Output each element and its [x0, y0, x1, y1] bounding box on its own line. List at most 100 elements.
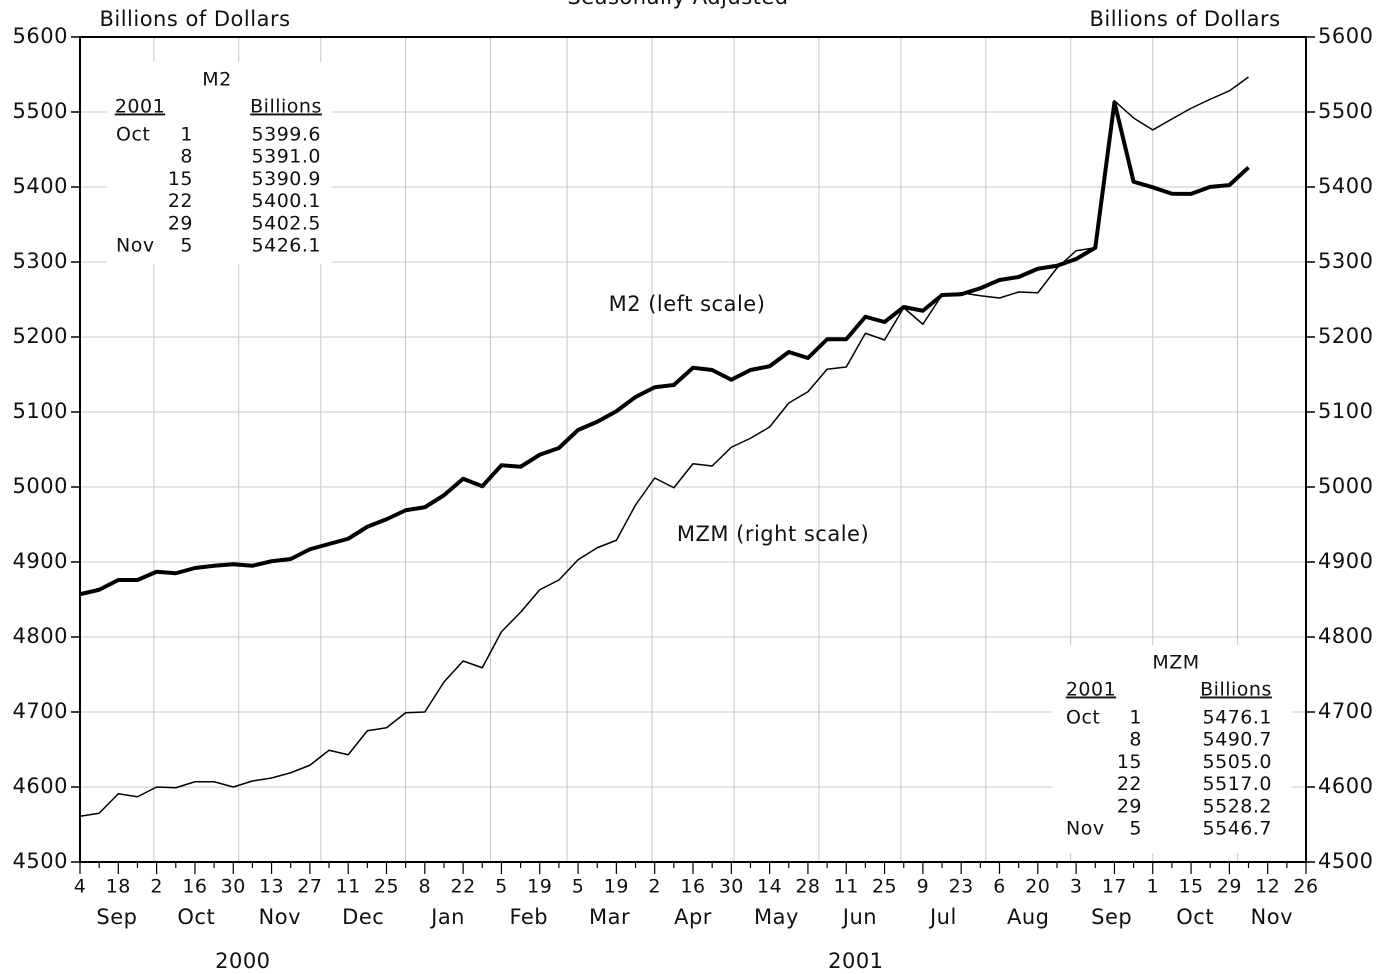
month-label: May: [754, 905, 799, 929]
annotation: M2 (left scale): [609, 292, 766, 316]
x-tick-label: 14: [757, 876, 782, 898]
annotation: MZM (right scale): [677, 522, 869, 546]
y-tick-label: 5400: [13, 174, 68, 198]
table-month: Nov: [116, 235, 155, 257]
x-tick-label: 25: [374, 876, 399, 898]
table-day: 29: [1117, 795, 1142, 817]
x-tick-label: 15: [1178, 876, 1203, 898]
y2-tick-label: 4900: [1318, 549, 1373, 573]
y-tick-label: 4500: [13, 849, 68, 873]
table-day: 15: [1117, 751, 1142, 773]
x-tick-label: 30: [221, 876, 246, 898]
y2-tick-label: 4600: [1318, 774, 1373, 798]
table-month: Nov: [1066, 818, 1105, 840]
month-label: Dec: [342, 905, 384, 929]
y2-tick-label: 5600: [1318, 24, 1373, 48]
y2-tick-label: 5200: [1318, 324, 1373, 348]
table-box: [1052, 645, 1292, 853]
x-tick-label: 8: [419, 876, 432, 898]
month-label: Oct: [177, 905, 215, 929]
table-value: 5546.7: [1203, 818, 1272, 840]
x-tick-label: 12: [1255, 876, 1280, 898]
x-tick-label: 20: [1025, 876, 1050, 898]
table-header: 2001: [1066, 679, 1116, 701]
year-label: 2000: [215, 949, 270, 973]
x-tick-label: 4: [74, 876, 87, 898]
y-tick-label: 5000: [13, 474, 68, 498]
y2-tick-label: 4800: [1318, 624, 1373, 648]
x-tick-label: 28: [795, 876, 820, 898]
y-tick-label: 4900: [13, 549, 68, 573]
y-tick-label: 5600: [13, 24, 68, 48]
x-tick-label: 5: [572, 876, 585, 898]
month-label: Jul: [928, 905, 957, 929]
y2-tick-label: 5000: [1318, 474, 1373, 498]
month-label: Nov: [259, 905, 302, 929]
y-tick-label: 5100: [13, 399, 68, 423]
month-label: Aug: [1007, 905, 1050, 929]
month-label: Nov: [1251, 905, 1294, 929]
table-header: Billions: [1200, 679, 1272, 701]
x-tick-label: 23: [949, 876, 974, 898]
table-value: 5391.0: [252, 146, 321, 168]
plot-frame: [79, 36, 1307, 863]
table-day: 22: [1117, 773, 1142, 795]
table-value: 5399.6: [252, 124, 321, 146]
x-tick-label: 26: [1293, 876, 1318, 898]
table-title: MZM: [1152, 652, 1199, 674]
x-tick-label: 29: [1217, 876, 1242, 898]
table-box: [107, 62, 332, 264]
x-tick-label: 22: [451, 876, 476, 898]
x-tick-label: 27: [297, 876, 322, 898]
month-label: Sep: [1091, 905, 1132, 929]
x-tick-label: 16: [182, 876, 207, 898]
x-tick-label: 30: [719, 876, 744, 898]
x-tick-label: 2: [648, 876, 661, 898]
y2-tick-label: 4500: [1318, 849, 1373, 873]
x-tick-label: 11: [834, 876, 859, 898]
table-day: 5: [1129, 818, 1142, 840]
table-value: 5400.1: [252, 190, 321, 212]
table-day: 15: [168, 168, 193, 190]
month-label: Feb: [509, 905, 548, 929]
x-tick-label: 19: [527, 876, 552, 898]
x-tick-label: 9: [917, 876, 930, 898]
table-header: 2001: [115, 96, 165, 118]
x-tick-label: 16: [680, 876, 705, 898]
table-value: 5426.1: [252, 235, 321, 257]
y2-tick-label: 4700: [1318, 699, 1373, 723]
month-label: Jun: [841, 905, 877, 929]
y2-tick-label: 5300: [1318, 249, 1373, 273]
table-value: 5505.0: [1203, 751, 1272, 773]
table-value: 5390.9: [252, 168, 321, 190]
table-day: 8: [1129, 729, 1142, 751]
x-tick-label: 13: [259, 876, 284, 898]
x-tick-label: 1: [1146, 876, 1159, 898]
y-tick-label: 5300: [13, 249, 68, 273]
x-tick-label: 11: [336, 876, 361, 898]
month-label: Oct: [1176, 905, 1214, 929]
x-tick-label: 25: [872, 876, 897, 898]
y2-tick-label: 5500: [1318, 99, 1373, 123]
x-tick-label: 3: [1070, 876, 1083, 898]
y-tick-label: 5500: [13, 99, 68, 123]
table-value: 5528.2: [1203, 795, 1272, 817]
x-tick-label: 5: [495, 876, 508, 898]
table-day: 1: [180, 124, 193, 146]
table-value: 5517.0: [1203, 773, 1272, 795]
y-tick-label: 4700: [13, 699, 68, 723]
table-day: 29: [168, 212, 193, 234]
table-header: Billions: [250, 96, 322, 118]
table-value: 5490.7: [1203, 729, 1272, 751]
month-label: Mar: [589, 905, 630, 929]
table-value: 5402.5: [252, 212, 321, 234]
y2-axis-label: Billions of Dollars: [1089, 7, 1280, 31]
year-label: 2001: [828, 949, 883, 973]
table-value: 5476.1: [1203, 707, 1272, 729]
table-day: 5: [180, 235, 193, 257]
x-tick-label: 6: [993, 876, 1006, 898]
table-day: 8: [180, 146, 193, 168]
y2-tick-label: 5400: [1318, 174, 1373, 198]
chart-title: Seasonally Adjusted: [567, 0, 788, 9]
